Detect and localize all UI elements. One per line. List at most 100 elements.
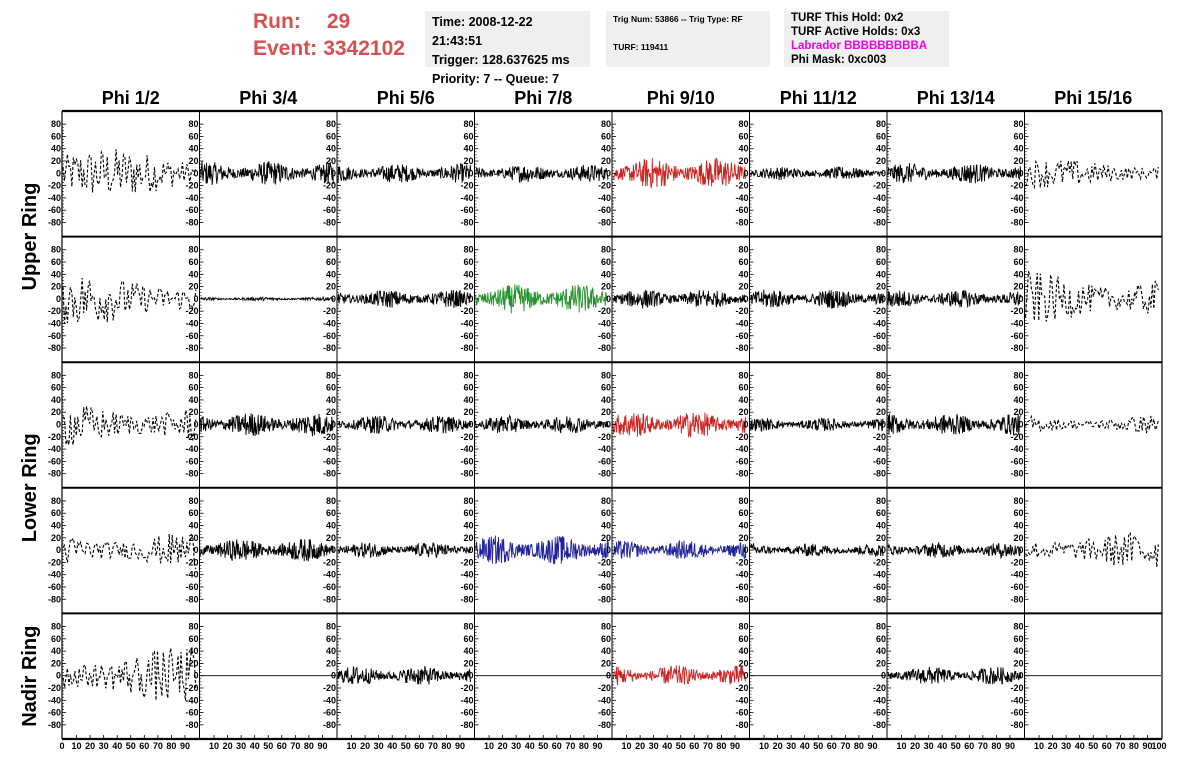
y-tick-label: 80: [51, 245, 61, 255]
x-tick-label: 10: [622, 741, 632, 751]
waveform-r3-c7: [887, 413, 1022, 436]
y-tick-label: -20: [460, 432, 473, 442]
y-tick-label: -60: [48, 582, 61, 592]
y-tick-label: -60: [323, 456, 336, 466]
x-tick-label: 30: [236, 741, 246, 751]
y-tick-label: -80: [598, 217, 611, 227]
y-tick-label: -20: [48, 432, 61, 442]
y-tick-label: -40: [735, 318, 748, 328]
y-tick-label: -80: [1010, 720, 1023, 730]
y-tick-label: 80: [738, 622, 748, 632]
y-tick-label: 20: [601, 282, 611, 292]
y-tick-label: -40: [598, 444, 611, 454]
y-tick-label: -20: [48, 181, 61, 191]
y-tick-label: -40: [1010, 695, 1023, 705]
waveform-r2-c3: [337, 289, 472, 309]
x-tick-label: 10: [484, 741, 494, 751]
y-tick-label: -60: [598, 582, 611, 592]
x-tick-label: 80: [304, 741, 314, 751]
y-tick-label: -60: [48, 331, 61, 341]
labrador-text: Labrador BBBBBBBBBA: [791, 40, 928, 52]
waveform-r3-c3: [337, 415, 472, 434]
y-tick-label: 0: [193, 545, 198, 555]
x-tick-label: 80: [716, 741, 726, 751]
y-tick-label: 0: [468, 420, 473, 430]
y-tick-label: 40: [51, 269, 61, 279]
y-tick-label: 60: [326, 131, 336, 141]
y-tick-label: 0: [606, 294, 611, 304]
waveform-r2-c2: [200, 295, 334, 303]
y-tick-label: 20: [1013, 282, 1023, 292]
x-tick-label: 50: [263, 741, 273, 751]
y-tick-label: -80: [460, 469, 473, 479]
y-tick-label: 40: [463, 269, 473, 279]
run-label: Run:: [253, 10, 301, 33]
x-tick-label: 30: [649, 741, 659, 751]
y-tick-label: -20: [735, 306, 748, 316]
y-tick-label: -80: [735, 594, 748, 604]
waveform-r5-c3: [337, 665, 472, 685]
y-tick-label: 60: [51, 634, 61, 644]
y-tick-label: 80: [601, 496, 611, 506]
x-tick-label: 80: [166, 741, 176, 751]
x-tick-label: 20: [635, 741, 645, 751]
y-tick-label: -40: [598, 193, 611, 203]
waveform-r1-c5: [612, 156, 747, 189]
y-tick-label: -80: [873, 720, 886, 730]
y-tick-label: -80: [48, 343, 61, 353]
x-tick-label: 70: [565, 741, 575, 751]
turf-text: TURF: 119411: [613, 42, 669, 52]
y-tick-label: 80: [738, 496, 748, 506]
y-tick-label: 0: [881, 671, 886, 681]
x-tick-label: 40: [387, 741, 397, 751]
y-tick-label: 40: [601, 269, 611, 279]
ring-label-3: Nadir Ring: [19, 626, 41, 727]
y-tick-label: 80: [326, 245, 336, 255]
y-tick-label: -80: [323, 594, 336, 604]
y-tick-label: 80: [1013, 245, 1023, 255]
y-tick-label: 60: [463, 634, 473, 644]
y-tick-label: 20: [188, 282, 198, 292]
y-tick-label: 20: [738, 407, 748, 417]
y-tick-label: 20: [188, 658, 198, 668]
y-tick-label: 60: [51, 508, 61, 518]
y-tick-label: 80: [876, 245, 886, 255]
y-tick-label: 0: [606, 545, 611, 555]
waveform-r3-c8: [1024, 414, 1159, 434]
y-tick-label: 20: [738, 658, 748, 668]
y-tick-label: -40: [735, 444, 748, 454]
y-tick-label: -60: [873, 708, 886, 718]
x-tick-label: 60: [1102, 741, 1112, 751]
y-tick-label: -20: [598, 557, 611, 567]
y-tick-label: 0: [193, 671, 198, 681]
y-tick-label: -60: [323, 708, 336, 718]
waveform-r2-c8: [1024, 270, 1159, 322]
y-tick-label: 80: [463, 622, 473, 632]
y-tick-label: -60: [460, 331, 473, 341]
y-tick-label: 80: [188, 119, 198, 129]
y-tick-label: 40: [188, 144, 198, 154]
run-value: 29: [326, 10, 351, 33]
y-tick-label: 80: [1013, 370, 1023, 380]
y-tick-label: 40: [738, 269, 748, 279]
y-tick-label: 40: [601, 144, 611, 154]
x-tick-label: 60: [827, 741, 837, 751]
column-title-3: Phi 5/6: [377, 88, 435, 108]
y-tick-label: -40: [460, 444, 473, 454]
y-tick-label: -60: [48, 708, 61, 718]
y-tick-label: 40: [463, 646, 473, 656]
y-tick-label: -60: [735, 331, 748, 341]
y-tick-label: -20: [48, 557, 61, 567]
y-tick-label: -40: [48, 695, 61, 705]
y-tick-label: 40: [1013, 269, 1023, 279]
y-tick-label: -40: [1010, 570, 1023, 580]
y-tick-label: -20: [598, 306, 611, 316]
y-tick-label: -20: [460, 683, 473, 693]
y-tick-label: -40: [185, 318, 198, 328]
y-tick-label: 60: [463, 508, 473, 518]
y-tick-label: 60: [51, 383, 61, 393]
x-tick-label: 50: [676, 741, 686, 751]
y-tick-label: -20: [735, 557, 748, 567]
y-tick-label: -80: [323, 469, 336, 479]
y-tick-label: -80: [460, 343, 473, 353]
